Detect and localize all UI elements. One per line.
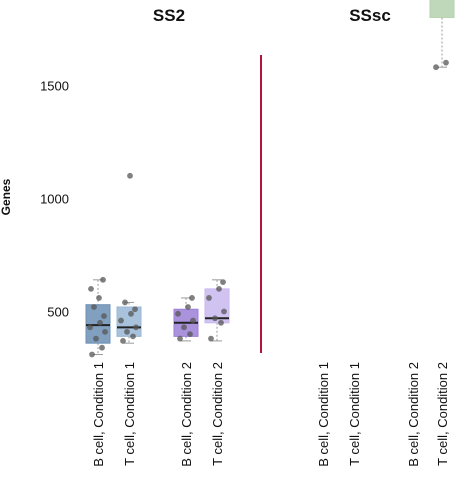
- data-point: [100, 276, 106, 283]
- data-point: [177, 335, 183, 342]
- data-point: [89, 351, 95, 358]
- y-axis: 500100015002000250030003500: [40, 78, 69, 320]
- x-tick-label: B cell, Condition 2: [179, 362, 194, 467]
- data-point: [132, 306, 138, 313]
- chart-marks: [85, 0, 455, 358]
- box: [429, 0, 455, 18]
- data-point: [118, 317, 124, 324]
- data-point: [208, 335, 214, 342]
- y-tick-label: 1500: [40, 78, 69, 93]
- x-tick-label: T cell, Condition 2: [435, 362, 450, 466]
- data-point: [206, 295, 212, 301]
- data-point: [221, 308, 227, 315]
- data-point: [120, 338, 126, 344]
- box-group: [85, 276, 111, 358]
- data-point: [127, 172, 133, 179]
- data-point: [99, 344, 105, 351]
- data-point: [185, 304, 191, 310]
- box-group: [173, 295, 199, 342]
- x-tick-label: B cell, Condition 2: [406, 362, 421, 467]
- data-point: [190, 317, 196, 324]
- data-point: [181, 324, 187, 331]
- data-point: [91, 304, 97, 310]
- box-group: [429, 0, 455, 71]
- data-point: [133, 324, 139, 331]
- data-point: [88, 285, 94, 292]
- data-point: [97, 319, 103, 326]
- data-point: [93, 335, 99, 342]
- x-tick-label: T cell, Condition 1: [122, 362, 137, 466]
- data-point: [218, 319, 224, 326]
- panel-title-ss2: SS2: [153, 6, 185, 25]
- data-point: [124, 328, 130, 335]
- x-tick-label: B cell, Condition 1: [91, 362, 106, 467]
- data-point: [130, 333, 136, 340]
- data-point: [101, 313, 107, 319]
- x-axis: B cell, Condition 1 T cell, Condition 1 B …: [91, 362, 450, 467]
- data-point: [443, 59, 449, 66]
- y-tick-label: 500: [47, 305, 69, 320]
- data-point: [122, 299, 128, 306]
- data-point: [212, 315, 218, 322]
- data-point: [220, 279, 226, 285]
- data-point: [128, 310, 134, 317]
- data-point: [96, 295, 102, 301]
- y-axis-label: Genes: [0, 178, 13, 215]
- x-tick-label: T cell, Condition 1: [347, 362, 362, 466]
- data-point: [433, 64, 439, 71]
- y-tick-label: 1000: [40, 191, 69, 206]
- data-point: [189, 295, 195, 301]
- box-group: [116, 172, 142, 344]
- x-tick-label: B cell, Condition 1: [316, 362, 331, 467]
- data-point: [175, 310, 181, 317]
- x-tick-label: T cell, Condition 2: [210, 362, 225, 466]
- box-group: [204, 279, 230, 342]
- data-point: [187, 331, 193, 338]
- data-point: [87, 324, 93, 331]
- panel-title-sssc: SSsc: [349, 6, 391, 25]
- data-point: [216, 285, 222, 292]
- data-point: [102, 328, 108, 335]
